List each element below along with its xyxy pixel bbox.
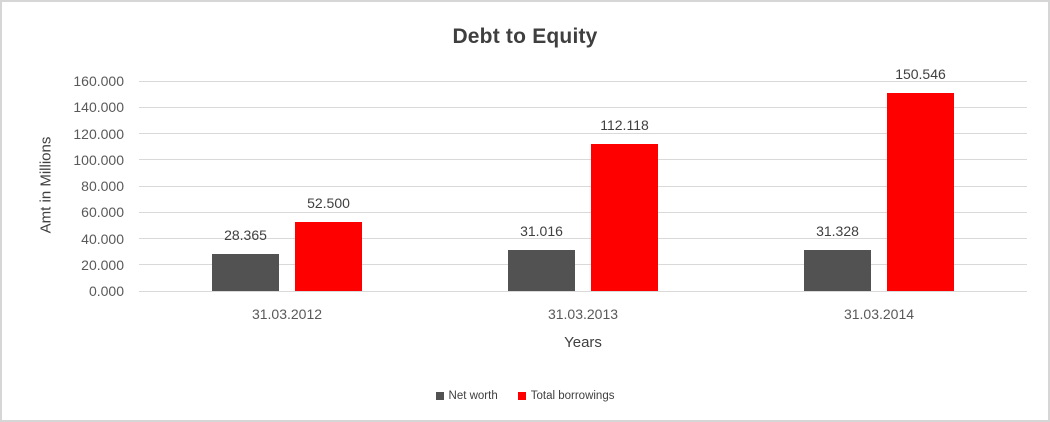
legend-label: Net worth (448, 390, 498, 402)
y-tick-label: 100.000 (73, 151, 124, 168)
gridline (139, 264, 1027, 266)
legend-marker-icon (435, 392, 444, 400)
gridline (139, 106, 1027, 108)
bar-value-label: 150.546 (895, 66, 946, 83)
bar-total-borrowings (591, 143, 658, 291)
bar-value-label: 112.118 (600, 116, 649, 133)
bar-net-worth (508, 250, 575, 291)
gridline (139, 290, 1027, 292)
legend-item-net-worth: Net worth (435, 390, 498, 402)
y-tick-label: 60.000 (81, 204, 124, 221)
gridline (139, 238, 1027, 239)
y-tick-label: 0.000 (88, 283, 124, 299)
bar-value-label: 31.328 (816, 222, 859, 239)
x-category-label: 31.03.2013 (547, 306, 619, 322)
plot-area (139, 80, 1027, 292)
legend-marker-icon (517, 392, 526, 400)
legend-item-total-borrowings: Total borrowings (517, 390, 615, 402)
y-tick-label: 160.000 (73, 73, 124, 89)
bar-net-worth (212, 253, 279, 291)
y-tick-label: 80.000 (81, 178, 124, 194)
x-category-label: 31.03.2012 (251, 306, 323, 322)
bar-total-borrowings (295, 222, 362, 291)
gridline (139, 80, 1027, 82)
bar-value-label: 52.500 (307, 195, 350, 212)
gridline (139, 133, 1027, 134)
gridline (139, 159, 1027, 161)
bar-value-label: 28.365 (224, 226, 267, 243)
y-tick-label: 140.000 (73, 99, 124, 116)
y-tick-label: 40.000 (81, 230, 124, 247)
gridline (139, 185, 1027, 187)
bar-value-label: 31.016 (520, 223, 563, 240)
chart-title: Debt to Equity (452, 25, 598, 48)
bar-net-worth (804, 249, 871, 291)
y-tick-label: 20.000 (81, 256, 124, 273)
legend-label: Total borrowings (530, 390, 615, 402)
gridline (139, 211, 1027, 213)
x-axis-title: Years (564, 334, 602, 351)
bar-total-borrowings (887, 93, 954, 291)
y-tick-label: 120.000 (73, 125, 124, 142)
x-category-label: 31.03.2014 (843, 306, 915, 322)
legend: Net worth Total borrowings (2, 388, 1048, 404)
